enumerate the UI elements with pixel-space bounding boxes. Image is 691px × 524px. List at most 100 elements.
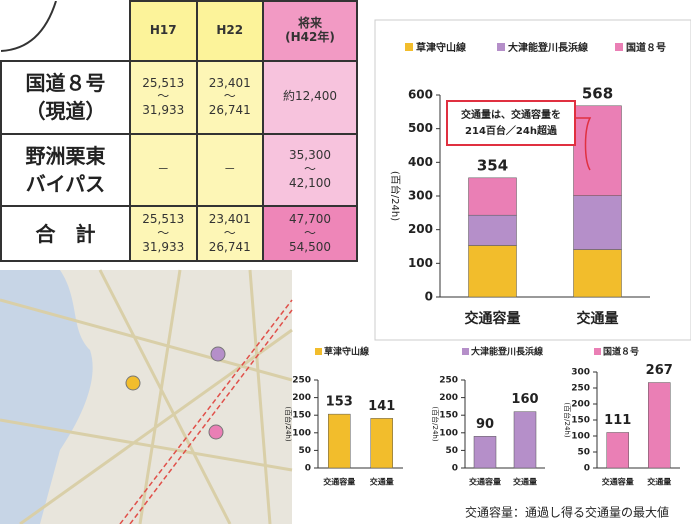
- cell-text: 54,500: [264, 241, 356, 255]
- value-label: 141: [368, 399, 395, 414]
- y-tick-label: 100: [571, 432, 590, 442]
- y-tick-label: 200: [408, 222, 433, 236]
- page: 交通容量：通過し得る交通量の最大値 0100200300400500600(百台…: [0, 0, 691, 524]
- legend-swatch: [497, 43, 505, 51]
- bar-segment: [574, 196, 622, 250]
- legend-label: 国道８号: [626, 41, 666, 54]
- chart-title: 国道８号: [603, 346, 639, 358]
- y-tick-label: 150: [292, 411, 311, 421]
- header-cell: [1, 1, 130, 61]
- y-tick-label: 250: [292, 376, 311, 386]
- y-axis-label: (百台/24h): [431, 406, 440, 441]
- total-label: 568: [582, 84, 613, 102]
- y-tick-label: 100: [439, 428, 458, 438]
- x-tick-label: 交通量: [513, 477, 537, 487]
- y-tick-label: 0: [425, 290, 433, 304]
- table-row: 野洲栗東バイパス－－35,300～42,100: [1, 134, 357, 207]
- cell-text: 約12,400: [264, 90, 356, 104]
- table-cell: 23,401～26,741: [197, 206, 264, 261]
- annotation-text: 214百台／24h超過: [465, 124, 558, 137]
- annotation-text: 交通量は、交通容量を: [461, 108, 561, 121]
- bar: [514, 412, 536, 468]
- y-tick-label: 500: [408, 121, 433, 135]
- cell-text: ～: [264, 227, 356, 241]
- cell-text: 25,513: [131, 77, 196, 91]
- bar-segment: [469, 178, 517, 215]
- cell-text: H22: [198, 24, 263, 38]
- map-point: [211, 347, 225, 361]
- chart-title: 草津守山線: [324, 346, 369, 358]
- x-tick-label: 交通容量: [323, 477, 355, 487]
- y-tick-label: 0: [305, 464, 311, 474]
- x-tick-label: 交通量: [577, 310, 619, 327]
- bar-segment: [469, 215, 517, 245]
- title-swatch: [594, 348, 601, 355]
- table-cell: 25,513～31,933: [130, 61, 197, 134]
- header-cell: 将来(H42年): [263, 1, 357, 61]
- table-cell: 25,513～31,933: [130, 206, 197, 261]
- map-point: [126, 376, 140, 390]
- table-cell: 約12,400: [263, 61, 357, 134]
- bar-segment: [469, 245, 517, 297]
- value-label: 160: [511, 392, 538, 407]
- cell-text: 31,933: [131, 241, 196, 255]
- y-tick-label: 50: [577, 448, 590, 458]
- header-cell: H17: [130, 1, 197, 61]
- row-label: 合 計: [1, 206, 130, 261]
- y-tick-label: 100: [408, 256, 433, 270]
- y-tick-label: 250: [571, 384, 590, 394]
- y-tick-label: 400: [408, 155, 433, 169]
- cell-text: 25,513: [131, 213, 196, 227]
- header-row: H17H22将来(H42年): [1, 1, 357, 61]
- y-axis-label: (百台/24h): [389, 171, 402, 221]
- x-tick-label: 交通容量: [469, 477, 501, 487]
- table-cell: －: [130, 134, 197, 207]
- y-tick-label: 150: [439, 411, 458, 421]
- cell-text: (H42年): [264, 31, 356, 45]
- legend-swatch: [405, 43, 413, 51]
- bar: [474, 436, 496, 468]
- value-label: 111: [604, 413, 631, 428]
- x-tick-label: 交通量: [370, 477, 394, 487]
- x-tick-label: 交通容量: [602, 477, 634, 487]
- title-swatch: [315, 348, 322, 355]
- y-tick-label: 200: [571, 400, 590, 410]
- map-point: [209, 425, 223, 439]
- y-axis-label: (百台/24h): [284, 406, 293, 441]
- footnote: 交通容量：通過し得る交通量の最大値: [465, 505, 669, 520]
- value-label: 153: [326, 395, 353, 410]
- x-tick-label: 交通量: [647, 477, 671, 487]
- y-tick-label: 50: [445, 446, 458, 456]
- cell-text: ～: [131, 90, 196, 104]
- cell-text: ～: [264, 163, 356, 177]
- y-tick-label: 150: [571, 416, 590, 426]
- y-tick-label: 250: [439, 376, 458, 386]
- cell-text: 35,300: [264, 149, 356, 163]
- y-tick-label: 100: [292, 428, 311, 438]
- y-tick-label: 600: [408, 88, 433, 102]
- cell-text: 国道８号: [2, 69, 129, 97]
- cell-text: H17: [131, 24, 196, 38]
- row-label: 野洲栗東バイパス: [1, 134, 130, 207]
- cell-text: 合 計: [2, 220, 129, 248]
- cell-text: （現道）: [2, 97, 129, 125]
- x-tick-label: 交通容量: [465, 310, 521, 327]
- y-tick-label: 50: [298, 446, 311, 456]
- cell-text: 野洲栗東: [2, 142, 129, 170]
- y-tick-label: 300: [408, 189, 433, 203]
- cell-text: 将来: [264, 17, 356, 31]
- y-tick-label: 300: [571, 368, 590, 378]
- annotation-box: [447, 101, 575, 145]
- total-label: 354: [477, 156, 508, 174]
- y-tick-label: 0: [584, 464, 590, 474]
- table-cell: －: [197, 134, 264, 207]
- cell-text: 26,741: [198, 241, 263, 255]
- cell-text: 42,100: [264, 177, 356, 191]
- cell-text: ～: [131, 227, 196, 241]
- row-label: 国道８号（現道）: [1, 61, 130, 134]
- cell-text: 23,401: [198, 77, 263, 91]
- chart-title: 大津能登川長浜線: [471, 346, 543, 358]
- bar: [371, 418, 393, 468]
- bar: [607, 432, 629, 468]
